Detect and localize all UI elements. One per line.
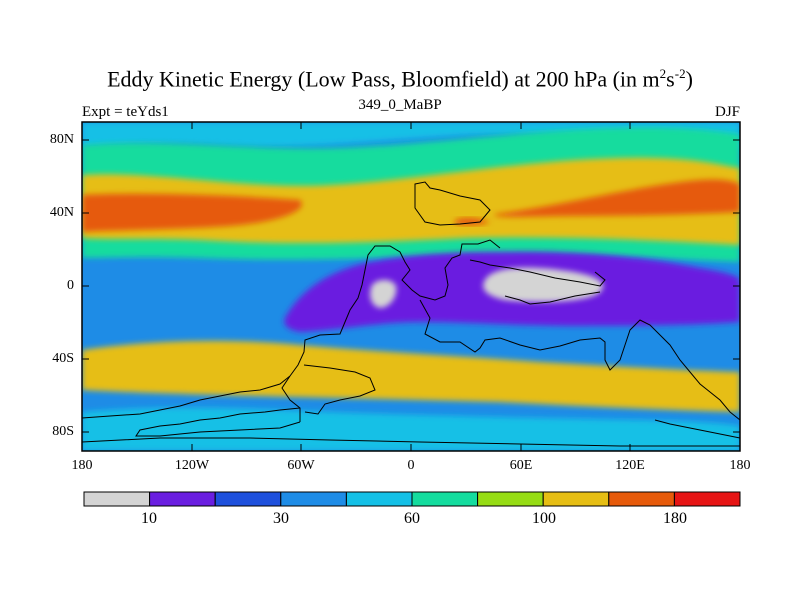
colorbar-swatch <box>83 491 151 507</box>
coastline <box>303 364 376 415</box>
x-tick-label: 0 <box>407 458 415 473</box>
colorbar-tick-label: 30 <box>273 510 289 527</box>
x-tick-label: 120E <box>615 458 645 473</box>
colorbar-swatch <box>280 491 347 507</box>
chart-title: Eddy Kinetic Energy (Low Pass, Bloomfiel… <box>107 66 693 92</box>
colorbar-swatch <box>608 491 675 507</box>
y-tick-label: 80S <box>52 424 74 439</box>
x-tick-label: 180 <box>729 458 751 473</box>
field-north-jet-core <box>495 179 740 217</box>
season-label: DJF <box>714 104 740 120</box>
colorbar-swatch <box>411 491 479 507</box>
coastline <box>654 419 740 439</box>
field-equatorial-minimum <box>483 267 604 302</box>
coastline <box>414 181 491 226</box>
coastline <box>82 375 291 419</box>
colorbar-swatch <box>214 491 282 507</box>
colorbar-tick-label: 60 <box>404 510 420 527</box>
x-tick-label: 60E <box>509 458 533 473</box>
colorbar-swatch <box>477 491 544 507</box>
coastline <box>281 239 501 422</box>
colorbar-tick-label: 100 <box>532 510 556 527</box>
coastline <box>82 437 740 447</box>
x-tick-label: 120W <box>174 458 210 473</box>
coastline <box>419 299 740 421</box>
colorbar-tick-label: 180 <box>663 510 687 527</box>
colorbar-swatch <box>149 491 216 507</box>
coastline <box>504 291 601 305</box>
colorbar-swatch <box>345 491 413 507</box>
chart-subtitle: 349_0_MaBP <box>358 97 442 113</box>
colorbar-tick-label: 10 <box>141 510 157 527</box>
field-arctic-cyan <box>82 122 740 150</box>
y-tick-label: 0 <box>67 278 74 293</box>
field-antarctic-band <box>82 407 740 451</box>
field-south-jet <box>82 340 740 412</box>
x-tick-label: 60W <box>287 458 315 473</box>
y-tick-label: 40S <box>52 351 74 366</box>
colorbar-swatch <box>673 491 741 507</box>
x-tick-label: 180 <box>71 458 93 473</box>
field-north-jet-core <box>82 193 302 232</box>
experiment-label: Expt = teYds1 <box>82 104 169 120</box>
coastline <box>135 407 301 437</box>
field-equatorial-minimum <box>370 279 397 308</box>
y-tick-label: 80N <box>49 132 74 147</box>
y-tick-label: 40N <box>49 205 74 220</box>
coastline <box>469 259 606 287</box>
colorbar-swatch <box>542 491 610 507</box>
